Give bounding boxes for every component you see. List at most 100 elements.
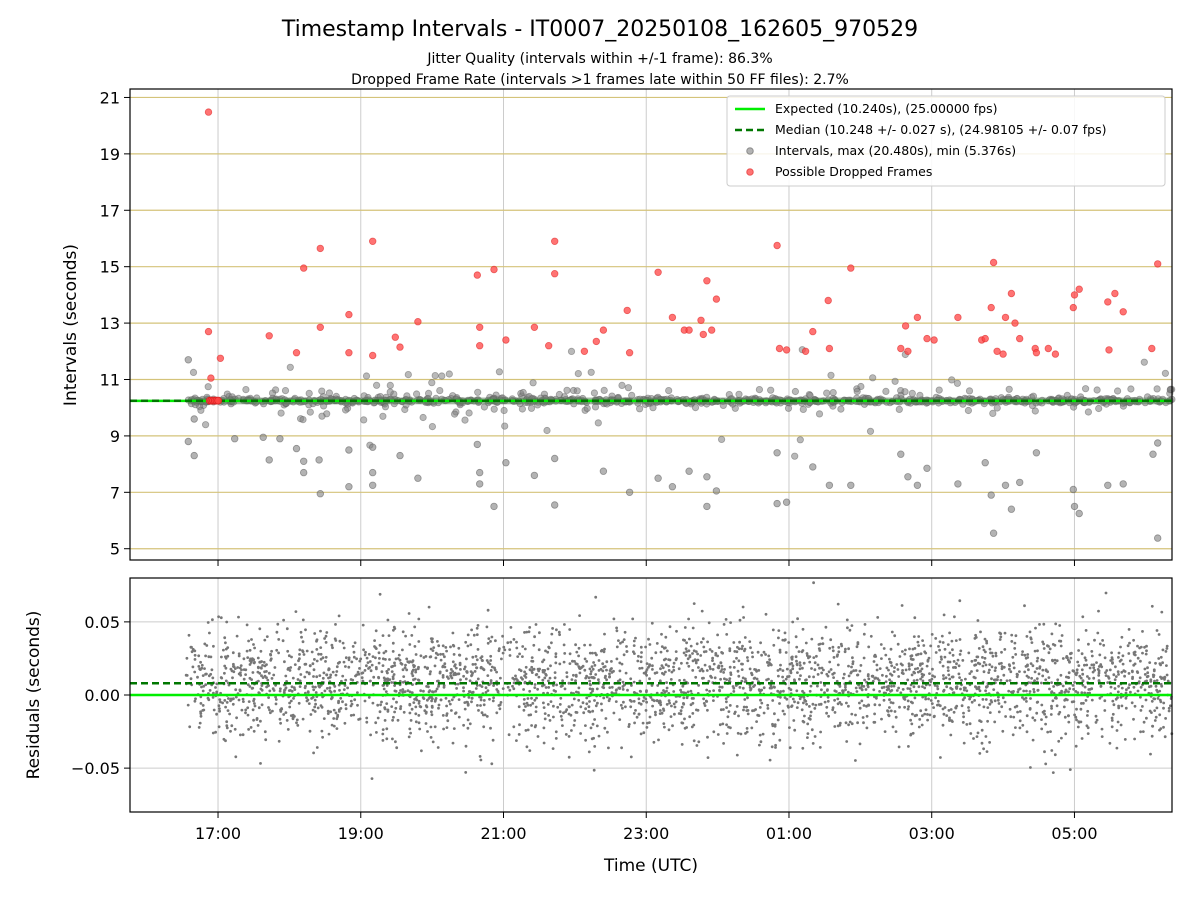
residual-point xyxy=(471,690,475,694)
residual-point xyxy=(754,708,757,711)
residual-point xyxy=(711,659,714,662)
residual-point xyxy=(1018,670,1021,673)
residual-point xyxy=(773,723,777,726)
residual-point xyxy=(246,656,250,659)
residual-point xyxy=(621,688,625,691)
residual-point xyxy=(933,714,936,718)
residual-point xyxy=(284,711,288,714)
residual-point xyxy=(680,705,684,709)
residual-point xyxy=(1124,696,1128,700)
residual-point xyxy=(657,738,660,742)
interval-point xyxy=(635,405,644,413)
residual-point xyxy=(363,699,367,703)
residual-point xyxy=(410,634,414,637)
residuals-y-tick-label: 0.00 xyxy=(84,686,120,705)
residual-point xyxy=(525,630,529,634)
residual-point xyxy=(1086,675,1089,678)
residual-point xyxy=(196,675,199,679)
residual-point xyxy=(430,704,434,708)
residual-point xyxy=(538,631,541,635)
residual-point xyxy=(981,645,985,649)
residual-point xyxy=(855,690,859,693)
residual-point xyxy=(1090,698,1094,702)
residual-point xyxy=(485,659,489,662)
dropped-frame-point xyxy=(551,237,559,245)
residual-point xyxy=(1005,679,1009,683)
residual-point xyxy=(689,689,693,693)
interval-point xyxy=(543,426,551,435)
residual-point xyxy=(342,688,346,691)
residual-point xyxy=(551,627,554,630)
residual-point xyxy=(794,635,798,639)
residual-point xyxy=(644,645,647,649)
residual-point xyxy=(338,660,341,664)
residual-point xyxy=(1150,699,1154,703)
residual-point xyxy=(821,642,825,646)
residual-point xyxy=(260,684,264,687)
residual-point xyxy=(416,678,420,682)
interval-point xyxy=(551,454,559,463)
residual-point xyxy=(251,708,255,712)
residual-point xyxy=(915,678,919,682)
interval-point xyxy=(791,452,799,460)
residual-point xyxy=(441,665,445,669)
residual-point xyxy=(894,715,898,719)
residual-point xyxy=(913,616,917,620)
residual-point xyxy=(1050,690,1054,694)
residual-point xyxy=(475,633,479,637)
residual-point xyxy=(449,668,453,671)
residual-point xyxy=(1040,727,1044,731)
residual-point xyxy=(735,650,739,654)
residual-point xyxy=(714,652,718,655)
residual-point xyxy=(748,667,752,671)
residual-point xyxy=(413,677,417,681)
residual-point xyxy=(746,659,750,663)
dropped-frame-point xyxy=(1105,346,1113,354)
residual-point xyxy=(637,701,641,705)
residual-point xyxy=(346,686,349,690)
residual-point xyxy=(315,746,319,749)
residual-point xyxy=(617,686,621,690)
residual-point xyxy=(594,595,598,599)
residual-point xyxy=(552,684,555,687)
residual-point xyxy=(418,727,422,731)
residual-point xyxy=(1048,687,1051,691)
residual-point xyxy=(919,677,922,681)
residual-point xyxy=(462,689,465,693)
residual-point xyxy=(937,703,940,707)
residual-point xyxy=(1097,674,1101,677)
residual-point xyxy=(531,702,535,705)
residual-point xyxy=(865,714,869,718)
residual-point xyxy=(543,676,547,680)
residual-point xyxy=(324,641,328,644)
residual-point xyxy=(549,700,553,703)
residual-point xyxy=(201,674,205,677)
residual-point xyxy=(522,708,526,712)
residual-point xyxy=(1155,706,1159,710)
residual-point xyxy=(933,675,936,679)
residual-point xyxy=(655,671,659,674)
dropped-frame-point xyxy=(490,265,498,274)
residual-point xyxy=(193,670,197,674)
residual-point xyxy=(313,698,317,702)
residual-point xyxy=(791,667,795,671)
residual-point xyxy=(816,684,819,688)
residual-point xyxy=(1124,706,1128,710)
residual-point xyxy=(845,701,848,705)
residual-point xyxy=(323,689,327,693)
residual-point xyxy=(496,689,500,693)
interval-point xyxy=(450,410,459,418)
residual-point xyxy=(610,691,614,694)
residual-point xyxy=(317,652,320,656)
residual-point xyxy=(774,743,777,747)
residual-point xyxy=(567,735,571,738)
residual-point xyxy=(376,703,380,707)
residual-point xyxy=(917,635,921,638)
residual-point xyxy=(1117,706,1121,710)
residual-point xyxy=(594,673,598,676)
residual-point xyxy=(1028,690,1032,693)
residual-point xyxy=(816,673,820,676)
residual-point xyxy=(200,663,204,667)
residual-point xyxy=(985,750,989,753)
residual-point xyxy=(498,703,502,707)
